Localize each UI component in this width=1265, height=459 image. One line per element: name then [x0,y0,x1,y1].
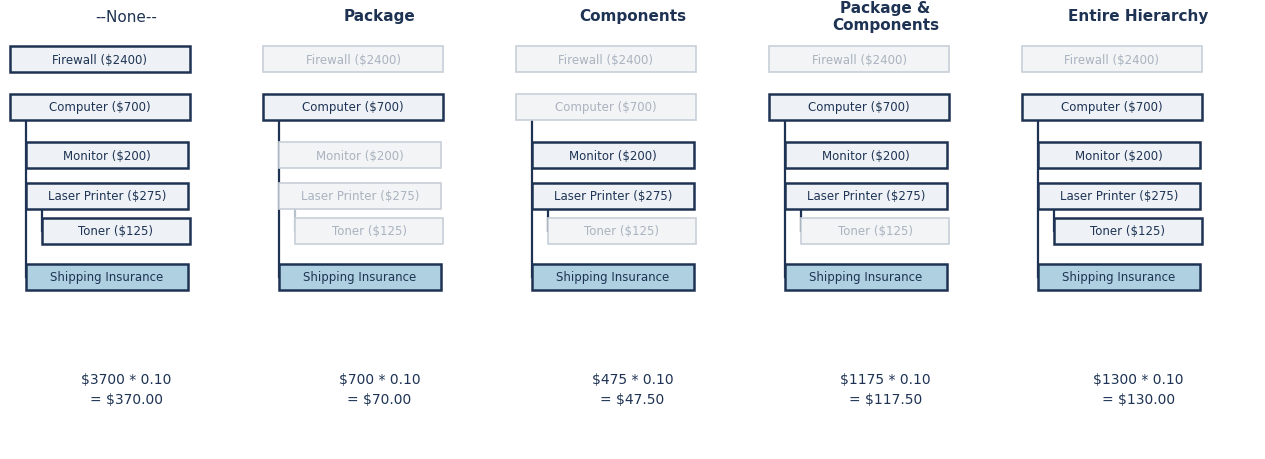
Text: Entire Hierarchy: Entire Hierarchy [1069,10,1208,24]
Text: Shipping Insurance: Shipping Insurance [557,271,669,284]
Text: Laser Printer ($275): Laser Printer ($275) [807,190,925,203]
Text: Toner ($125): Toner ($125) [1090,225,1165,238]
FancyBboxPatch shape [516,95,696,121]
FancyBboxPatch shape [533,264,694,291]
Text: Components: Components [579,10,686,24]
FancyBboxPatch shape [280,143,441,168]
Text: Shipping Insurance: Shipping Insurance [304,271,416,284]
Text: Computer ($700): Computer ($700) [555,101,657,114]
Text: Firewall ($2400): Firewall ($2400) [1065,53,1160,67]
FancyBboxPatch shape [786,184,947,210]
FancyBboxPatch shape [263,47,443,73]
FancyBboxPatch shape [280,184,441,210]
Text: $1300 * 0.10: $1300 * 0.10 [1093,372,1184,386]
FancyBboxPatch shape [27,264,188,291]
Text: = $70.00: = $70.00 [348,392,411,406]
Text: Toner ($125): Toner ($125) [584,225,659,238]
Text: Firewall ($2400): Firewall ($2400) [559,53,654,67]
FancyBboxPatch shape [10,95,190,121]
Text: = $47.50: = $47.50 [601,392,664,406]
FancyBboxPatch shape [533,184,694,210]
Text: Laser Printer ($275): Laser Printer ($275) [301,190,419,203]
Text: Shipping Insurance: Shipping Insurance [1063,271,1175,284]
FancyBboxPatch shape [1022,95,1202,121]
Text: Monitor ($200): Monitor ($200) [822,149,910,162]
FancyBboxPatch shape [801,218,949,245]
FancyBboxPatch shape [27,143,188,168]
FancyBboxPatch shape [516,47,696,73]
FancyBboxPatch shape [27,184,188,210]
Text: --None--: --None-- [96,10,157,24]
Text: Toner ($125): Toner ($125) [78,225,153,238]
FancyBboxPatch shape [1039,143,1200,168]
Text: Monitor ($200): Monitor ($200) [63,149,151,162]
Text: Package: Package [344,10,415,24]
FancyBboxPatch shape [1022,47,1202,73]
Text: = $370.00: = $370.00 [90,392,163,406]
FancyBboxPatch shape [533,143,694,168]
FancyBboxPatch shape [280,264,441,291]
Text: Shipping Insurance: Shipping Insurance [810,271,922,284]
Text: Firewall ($2400): Firewall ($2400) [812,53,907,67]
Text: Toner ($125): Toner ($125) [837,225,912,238]
Text: Computer ($700): Computer ($700) [1061,101,1163,114]
FancyBboxPatch shape [769,47,949,73]
Text: Monitor ($200): Monitor ($200) [569,149,657,162]
FancyBboxPatch shape [786,143,947,168]
Text: Computer ($700): Computer ($700) [808,101,910,114]
FancyBboxPatch shape [10,47,190,73]
Text: Monitor ($200): Monitor ($200) [316,149,404,162]
Text: $700 * 0.10: $700 * 0.10 [339,372,420,386]
Text: $475 * 0.10: $475 * 0.10 [592,372,673,386]
FancyBboxPatch shape [786,264,947,291]
FancyBboxPatch shape [1039,184,1200,210]
Text: Firewall ($2400): Firewall ($2400) [53,53,148,67]
Text: Laser Printer ($275): Laser Printer ($275) [48,190,166,203]
Text: Shipping Insurance: Shipping Insurance [51,271,163,284]
FancyBboxPatch shape [42,218,190,245]
Text: $3700 * 0.10: $3700 * 0.10 [81,372,172,386]
Text: = $130.00: = $130.00 [1102,392,1175,406]
FancyBboxPatch shape [769,95,949,121]
Text: Laser Printer ($275): Laser Printer ($275) [1060,190,1178,203]
FancyBboxPatch shape [1054,218,1202,245]
FancyBboxPatch shape [295,218,443,245]
FancyBboxPatch shape [548,218,696,245]
Text: Firewall ($2400): Firewall ($2400) [306,53,401,67]
Text: Package &
Components: Package & Components [832,1,939,33]
FancyBboxPatch shape [263,95,443,121]
FancyBboxPatch shape [1039,264,1200,291]
Text: Laser Printer ($275): Laser Printer ($275) [554,190,672,203]
Text: Computer ($700): Computer ($700) [302,101,404,114]
Text: Computer ($700): Computer ($700) [49,101,151,114]
Text: Monitor ($200): Monitor ($200) [1075,149,1163,162]
Text: Toner ($125): Toner ($125) [331,225,406,238]
Text: = $117.50: = $117.50 [849,392,922,406]
Text: $1175 * 0.10: $1175 * 0.10 [840,372,931,386]
